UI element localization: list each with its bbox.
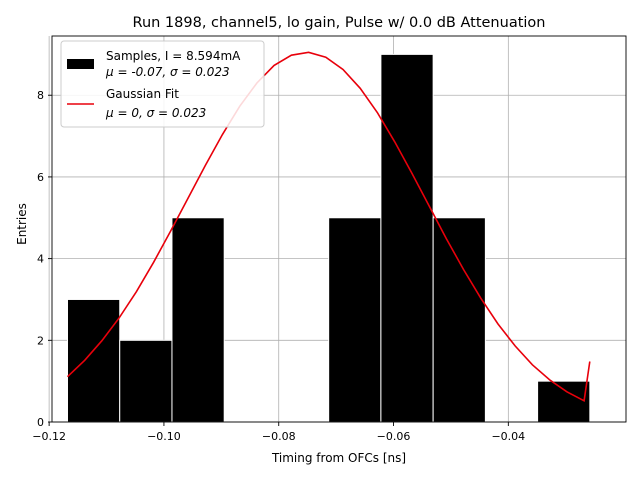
legend-label-samples-line2: μ = -0.07, σ = 0.023	[105, 65, 230, 79]
legend-label-fit-line1: Gaussian Fit	[106, 87, 179, 101]
legend: Samples, I = 8.594mA μ = -0.07, σ = 0.02…	[60, 40, 265, 128]
histogram-bar-5	[328, 217, 382, 423]
histogram-bar-0	[66, 298, 121, 423]
chart-title: Run 1898, channel5, lo gain, Pulse w/ 0.…	[133, 15, 546, 31]
gaussian-fit-line	[66, 51, 591, 403]
legend-swatch-samples	[67, 59, 94, 69]
plot-area: −0.12 −0.10 −0.08 −0.06 −0.04 0 2 4 6 8	[32, 35, 627, 443]
histogram-bar-2	[171, 217, 225, 423]
x-tick-label-3: −0.06	[377, 430, 411, 443]
legend-label-fit-line2: μ = 0, σ = 0.023	[105, 106, 206, 120]
y-tick-label-3: 6	[37, 171, 44, 184]
histogram-bar-1	[119, 339, 173, 423]
y-tick-label-4: 8	[37, 89, 44, 102]
y-tick-label-0: 0	[37, 416, 44, 429]
histogram-bar-7	[432, 217, 486, 423]
legend-frame	[60, 40, 265, 128]
x-tick-label-2: −0.08	[262, 430, 296, 443]
x-tick-label-0: −0.12	[32, 430, 66, 443]
histogram-bar-9	[537, 380, 591, 423]
y-tick-label-1: 2	[37, 334, 44, 347]
y-axis-label: Entries	[15, 203, 29, 245]
y-tick-label-2: 4	[37, 253, 44, 266]
x-tick-label-4: −0.04	[491, 430, 525, 443]
x-axis-label: Timing from OFCs [ns]	[271, 451, 406, 465]
x-tick-label-1: −0.10	[147, 430, 181, 443]
histogram-bar-6	[380, 53, 434, 423]
legend-label-samples-line1: Samples, I = 8.594mA	[106, 49, 241, 63]
axes-frame	[51, 35, 627, 423]
